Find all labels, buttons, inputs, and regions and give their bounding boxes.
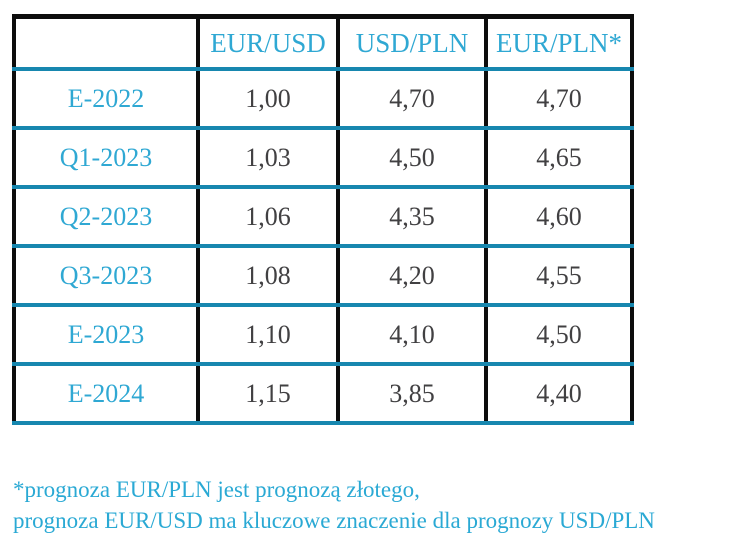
row-label-e2023: E-2023 xyxy=(12,303,200,366)
table-row-q2-2023: Q2-2023 1,06 4,35 4,60 xyxy=(12,185,634,248)
table-row-e2022: E-2022 1,00 4,70 4,70 xyxy=(12,67,634,130)
cell-e2022-eurusd: 1,00 xyxy=(196,67,340,130)
footnote-line-2: prognoza EUR/USD ma kluczowe znaczenie d… xyxy=(13,508,655,533)
cell-q1-2023-eurusd: 1,03 xyxy=(196,126,340,189)
cell-q2-2023-eurusd: 1,06 xyxy=(196,185,340,248)
cell-q1-2023-eurpln: 4,65 xyxy=(484,126,634,189)
cell-q3-2023-usdpln: 4,20 xyxy=(336,244,488,307)
row-label-q3-2023: Q3-2023 xyxy=(12,244,200,307)
table-row-q1-2023: Q1-2023 1,03 4,50 4,65 xyxy=(12,126,634,189)
corner-cell xyxy=(12,14,200,71)
cell-e2024-eurusd: 1,15 xyxy=(196,362,340,425)
cell-e2023-usdpln: 4,10 xyxy=(336,303,488,366)
cell-e2022-usdpln: 4,70 xyxy=(336,67,488,130)
table-row-e2024: E-2024 1,15 3,85 4,40 xyxy=(12,362,634,425)
column-header-usd-pln: USD/PLN xyxy=(336,14,488,71)
row-label-e2022: E-2022 xyxy=(12,67,200,130)
table-row-q3-2023: Q3-2023 1,08 4,20 4,55 xyxy=(12,244,634,307)
cell-q2-2023-usdpln: 4,35 xyxy=(336,185,488,248)
row-label-q1-2023: Q1-2023 xyxy=(12,126,200,189)
cell-q2-2023-eurpln: 4,60 xyxy=(484,185,634,248)
cell-q1-2023-usdpln: 4,50 xyxy=(336,126,488,189)
cell-e2023-eurpln: 4,50 xyxy=(484,303,634,366)
cell-e2022-eurpln: 4,70 xyxy=(484,67,634,130)
footnote-line-1: *prognoza EUR/PLN jest prognozą złotego, xyxy=(13,477,420,502)
fx-forecast-table: EUR/USD USD/PLN EUR/PLN* E-2022 1,00 4,7… xyxy=(12,14,634,425)
column-header-eur-pln: EUR/PLN* xyxy=(484,14,634,71)
cell-e2023-eurusd: 1,10 xyxy=(196,303,340,366)
cell-e2024-usdpln: 3,85 xyxy=(336,362,488,425)
header-row: EUR/USD USD/PLN EUR/PLN* xyxy=(12,14,634,71)
footnote: *prognoza EUR/PLN jest prognozą złotego,… xyxy=(13,474,655,536)
row-label-e2024: E-2024 xyxy=(12,362,200,425)
column-header-eur-usd: EUR/USD xyxy=(196,14,340,71)
row-label-q2-2023: Q2-2023 xyxy=(12,185,200,248)
cell-q3-2023-eurusd: 1,08 xyxy=(196,244,340,307)
cell-e2024-eurpln: 4,40 xyxy=(484,362,634,425)
cell-q3-2023-eurpln: 4,55 xyxy=(484,244,634,307)
table-row-e2023: E-2023 1,10 4,10 4,50 xyxy=(12,303,634,366)
